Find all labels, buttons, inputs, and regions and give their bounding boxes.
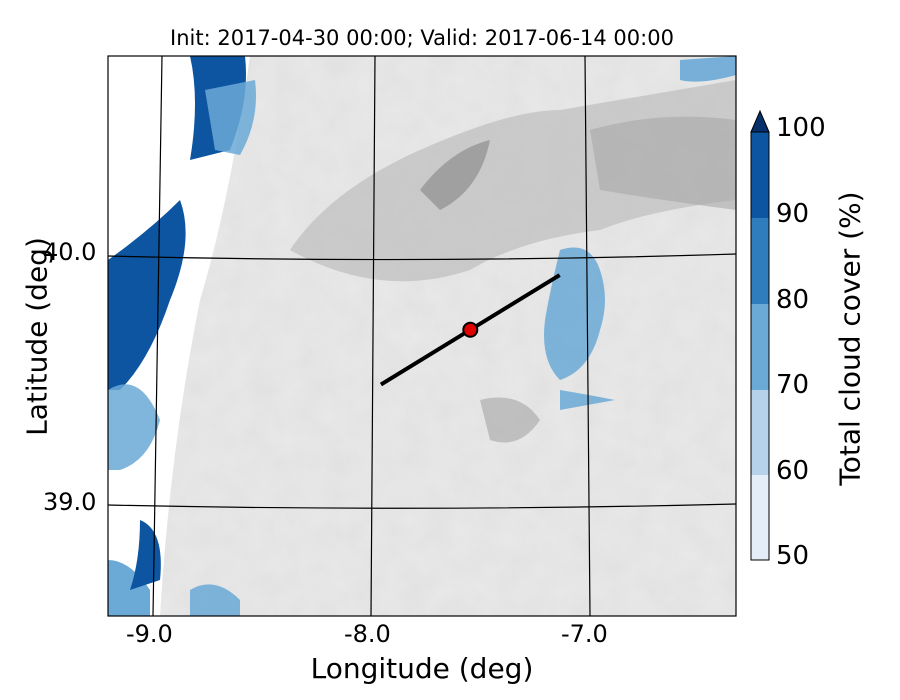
cloud-patch-northeast [680,56,736,82]
colorbar-bin-70-80 [751,304,769,390]
x-tick-label: -7.0 [561,620,608,648]
colorbar-bin-80-90 [751,218,769,304]
site-marker [462,321,479,338]
colorbar-tick-label: 80 [776,285,810,315]
map-plot-area [108,56,736,616]
cloud-patch-mid-west [108,384,160,470]
x-tick-label: -9.0 [126,620,173,648]
cloud-patch-south [190,584,240,616]
meridian-minus9 [152,56,163,616]
parallel-40 [108,253,736,261]
meridian-minus8 [370,56,376,616]
colorbar-tick-label: 100 [776,113,826,143]
colorbar-label: Total cloud cover (%) [833,191,867,486]
meridian-minus7 [584,56,591,616]
mountain-peak [420,140,490,210]
map-grid [108,56,736,616]
chart-title: Init: 2017-04-30 00:00; Valid: 2017-06-1… [170,26,674,50]
ocean-area [108,56,250,616]
cloud-patch-mid [205,80,256,155]
colorbar [750,109,770,561]
colorbar-tick-label: 90 [776,199,810,229]
terrain-patch [480,397,540,443]
y-tick-label: 40.0 [43,238,97,266]
parallel-39 [108,503,736,509]
colorbar-bin-60-70 [751,390,769,475]
colorbar-tick-label: 50 [776,541,810,571]
colorbar-bin-90-100 [751,132,769,218]
x-tick-label: -8.0 [344,620,391,648]
cloud-patch-high-west [108,200,186,390]
y-tick-label: 39.0 [43,488,97,516]
colorbar-tick-label: 60 [776,456,810,486]
colorbar-frame [750,131,770,561]
mountain-east [590,116,736,210]
colorbar-bin-50-60 [751,475,769,560]
cloud-patch-southwest [108,560,150,616]
x-axis-label: Longitude (deg) [310,652,534,685]
colorbar-extend-arrow [750,109,770,133]
colorbar-tick-label: 70 [776,370,810,400]
plot-frame [107,55,737,617]
y-axis-label: Latitude (deg) [20,237,54,436]
cloud-patch-east [544,247,605,380]
